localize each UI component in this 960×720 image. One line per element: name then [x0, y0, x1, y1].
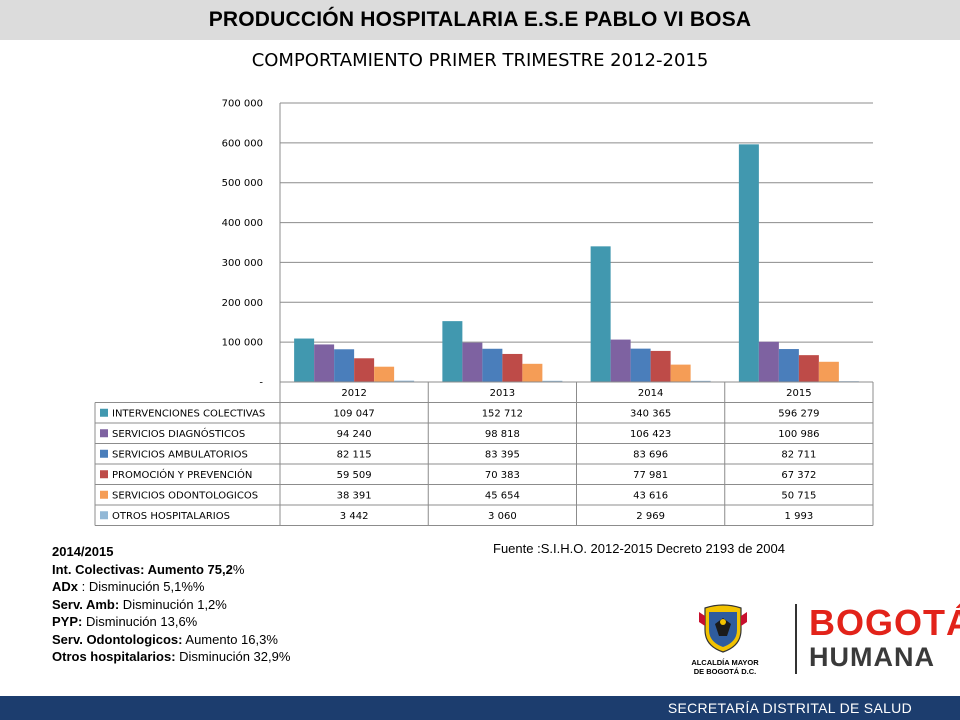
data-label: 106 423 [630, 429, 671, 440]
data-label: 59 509 [337, 470, 372, 481]
data-label: 100 986 [778, 429, 819, 440]
legend-label: OTROS HOSPITALARIOS [112, 511, 230, 522]
y-tick-label: 600 000 [222, 138, 263, 149]
data-label: 67 372 [781, 470, 816, 481]
category-label: 2012 [341, 388, 366, 399]
chart-title: COMPORTAMIENTO PRIMER TRIMESTRE 2012-201… [251, 50, 709, 71]
data-label: 50 715 [781, 490, 816, 501]
bar [354, 358, 375, 382]
bar [294, 338, 315, 382]
data-label: 152 712 [482, 408, 523, 419]
page-title: PRODUCCIÓN HOSPITALARIA E.S.E PABLO VI B… [208, 8, 752, 31]
data-label: 43 616 [633, 490, 668, 501]
bar [758, 341, 779, 382]
category-label: 2015 [786, 388, 811, 399]
bar [690, 380, 711, 382]
data-label: 596 279 [778, 408, 819, 419]
y-tick-label: - [259, 378, 263, 389]
logo-divider [795, 604, 797, 674]
note-adx: ADx : Disminución 5,1%% [52, 579, 205, 594]
note-odontologicos: Serv. Odontologicos: Aumento 16,3% [52, 631, 278, 647]
source-note: Fuente :S.I.H.O. 2012-2015 Decreto 2193 … [493, 541, 785, 556]
bar [462, 342, 483, 382]
data-label: 38 391 [337, 490, 372, 501]
bar [610, 339, 631, 382]
bar [630, 348, 651, 382]
note-pyp: PYP: Disminución 13,6% [52, 614, 198, 629]
y-tick-label: 500 000 [222, 178, 263, 189]
legend-label: SERVICIOS DIAGNÓSTICOS [112, 427, 245, 440]
footer-bar: SECRETARÍA DISTRITAL DE SALUD [0, 696, 960, 720]
category-label: 2014 [638, 388, 663, 399]
legend-swatch [100, 408, 108, 417]
bar [502, 353, 523, 382]
data-label: 83 696 [633, 449, 668, 460]
bar [542, 380, 563, 382]
y-tick-label: 400 000 [222, 218, 263, 229]
bar [482, 348, 503, 382]
note-int-colectivas: Int. Colectivas: Aumento 75,2% [52, 561, 245, 577]
escudo-caption: ALCALDÍA MAYOR DE BOGOTÁ D.C. [691, 658, 759, 676]
notes-heading: 2014/2015 [52, 544, 114, 559]
legend-label: PROMOCIÓN Y PREVENCIÓN [112, 468, 252, 481]
bar [818, 361, 839, 382]
legend-swatch [100, 470, 108, 479]
data-label: 94 240 [337, 429, 372, 440]
bogota-coat-of-arms-logo [699, 604, 747, 653]
bar [522, 363, 543, 382]
notes-block: 2014/2015 Int. Colectivas: Aumento 75,2%… [52, 543, 290, 666]
data-label: 82 115 [337, 449, 372, 460]
y-tick-label: 200 000 [222, 298, 263, 309]
bar [650, 350, 671, 382]
y-tick-label: 700 000 [222, 99, 263, 110]
data-label: 82 711 [781, 449, 816, 460]
header-bar: PRODUCCIÓN HOSPITALARIA E.S.E PABLO VI B… [0, 0, 960, 40]
bar [442, 321, 463, 382]
data-label: 340 365 [630, 408, 671, 419]
data-label: 77 981 [633, 470, 668, 481]
data-label: 2 969 [636, 511, 665, 522]
bar [374, 366, 395, 382]
data-label: 3 060 [488, 511, 517, 522]
legend-swatch [100, 449, 108, 458]
bar [590, 246, 611, 382]
legend-swatch [100, 429, 108, 438]
chart: - 100 000 200 000 300 000 400 000 500 000 600 … [94, 99, 874, 526]
humana-logo-text: HUMANA [809, 642, 935, 672]
bar [314, 344, 335, 382]
data-label: 3 442 [340, 511, 369, 522]
category-label: 2013 [490, 388, 515, 399]
data-label: 1 993 [785, 511, 814, 522]
y-tick-label: 300 000 [222, 258, 263, 269]
data-label: 109 047 [333, 408, 374, 419]
legend-swatch [100, 490, 108, 499]
bar [334, 349, 355, 382]
footer-text: SECRETARÍA DISTRITAL DE SALUD [667, 700, 912, 716]
bar [778, 349, 799, 382]
bogota-logo-text: BOGOTÁ [809, 602, 960, 643]
note-serv-amb: Serv. Amb: Disminución 1,2% [52, 596, 227, 612]
bar [670, 364, 691, 382]
data-label: 83 395 [485, 449, 520, 460]
bar [394, 380, 415, 382]
legend-label: SERVICIOS ODONTOLOGICOS [112, 490, 258, 501]
bar [798, 355, 819, 382]
bar [738, 144, 759, 382]
data-label: 98 818 [485, 429, 520, 440]
data-label: 45 654 [485, 490, 520, 501]
logo-area: ALCALDÍA MAYOR DE BOGOTÁ D.C. BOGOTÁ HUM… [675, 600, 960, 685]
legend-label: INTERVENCIONES COLECTIVAS [112, 408, 265, 419]
data-label: 70 383 [485, 470, 520, 481]
note-otros: Otros hospitalarios: Disminución 32,9% [52, 649, 291, 664]
legend-label: SERVICIOS AMBULATORIOS [112, 449, 248, 460]
legend-swatch [100, 511, 108, 520]
y-tick-label: 100 000 [222, 338, 263, 349]
